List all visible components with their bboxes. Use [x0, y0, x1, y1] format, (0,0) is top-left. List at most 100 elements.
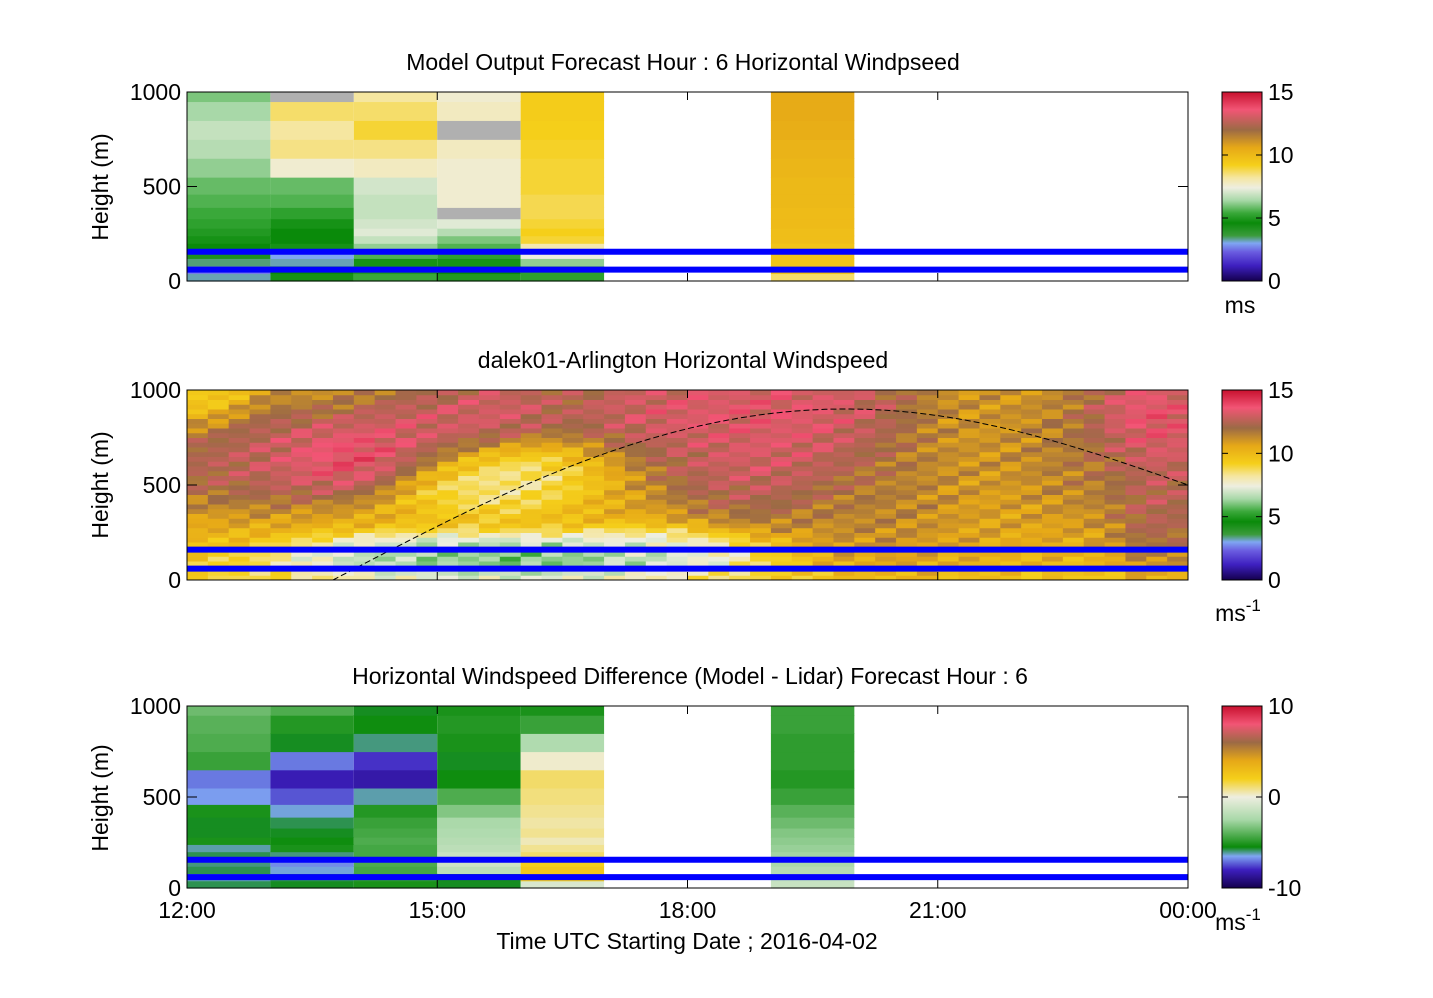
heatmap-cell — [291, 399, 313, 405]
heatmap-cell — [478, 499, 501, 505]
y-tick-label: 500 — [143, 174, 181, 200]
heatmap-cell — [729, 485, 751, 491]
heatmap-cell — [270, 523, 292, 529]
heatmap-cell — [499, 428, 522, 434]
heatmap-cell — [770, 207, 855, 220]
heatmap-cell — [312, 556, 334, 562]
heatmap-cell — [979, 570, 1001, 576]
heatmap-cell — [207, 428, 230, 434]
heatmap-cell — [624, 466, 647, 472]
heatmap-cell — [791, 394, 814, 400]
heatmap-cell — [1104, 499, 1126, 505]
heatmap-cell — [1062, 437, 1085, 443]
heatmap-cell — [770, 494, 793, 500]
heatmap-cell — [270, 537, 292, 543]
heatmap-cell — [1042, 556, 1064, 562]
heatmap-cell — [228, 489, 251, 495]
heatmap-cell — [833, 494, 855, 500]
heatmap-cell — [249, 575, 271, 581]
heatmap-cell — [833, 447, 855, 453]
heatmap-cell — [729, 413, 751, 419]
heatmap-cell — [291, 432, 313, 438]
heatmap-cell — [437, 218, 521, 229]
heatmap-cell — [353, 447, 376, 453]
heatmap-cell — [187, 561, 209, 567]
heatmap-cell — [666, 480, 688, 486]
heatmap-cell — [353, 504, 376, 510]
heatmap-cell — [708, 523, 730, 529]
heatmap-cell — [562, 532, 584, 538]
heatmap-cell — [854, 432, 876, 438]
heatmap-cell — [1083, 537, 1106, 543]
heatmap-cell — [1125, 537, 1147, 543]
heatmap-cell — [374, 523, 397, 529]
heatmap-cell — [750, 390, 772, 396]
heatmap-cell — [1083, 399, 1106, 405]
heatmap-cell — [207, 518, 230, 524]
heatmap-cell — [207, 466, 230, 472]
heatmap-cell — [687, 390, 709, 396]
heatmap-cell — [916, 423, 939, 429]
heatmap-cell — [312, 456, 334, 462]
heatmap-cell — [1021, 437, 1043, 443]
heatmap-cell — [187, 470, 209, 476]
heatmap-cell — [729, 418, 751, 424]
heatmap-cell — [1062, 532, 1085, 538]
heatmap-cell — [979, 409, 1001, 415]
heatmap-cell — [541, 461, 563, 467]
heatmap-cell — [312, 551, 334, 557]
heatmap-cell — [1167, 447, 1189, 453]
heatmap-cell — [875, 461, 897, 467]
heatmap-cell — [645, 570, 668, 576]
heatmap-cell — [979, 523, 1001, 529]
heatmap-cell — [1042, 475, 1064, 481]
heatmap-cell — [708, 532, 730, 538]
heatmap-cell — [437, 804, 521, 818]
heatmap-cell — [1083, 556, 1106, 562]
heatmap-cell — [270, 551, 292, 557]
heatmap-cell — [187, 751, 271, 771]
heatmap-cell — [812, 508, 834, 514]
heatmap-cell — [416, 480, 438, 486]
colorbar-tick-label: 0 — [1268, 784, 1281, 810]
heatmap-cell — [499, 575, 522, 581]
heatmap-cell — [228, 494, 251, 500]
heatmap-cell — [187, 432, 209, 438]
heatmap-cell — [1042, 423, 1064, 429]
heatmap-cell — [416, 537, 438, 543]
heatmap-cell — [270, 837, 354, 845]
colorbar-gradient — [1221, 705, 1263, 889]
heatmap-cell — [312, 561, 334, 567]
heatmap-cell — [645, 447, 668, 453]
heatmap-cell — [729, 542, 751, 548]
heatmap-cell — [750, 504, 772, 510]
heatmap-cell — [520, 228, 605, 237]
heatmap-cell — [499, 508, 522, 514]
heatmap-cell — [687, 508, 709, 514]
heatmap-cell — [854, 456, 876, 462]
heatmap-cell — [228, 575, 251, 581]
heatmap-cell — [875, 518, 897, 524]
heatmap-cell — [395, 466, 417, 472]
heatmap-cell — [687, 456, 709, 462]
heatmap-cell — [729, 480, 751, 486]
heatmap-cell — [833, 537, 855, 543]
heatmap-cell — [624, 432, 647, 438]
heatmap-cell — [1167, 518, 1189, 524]
heatmap-cell — [645, 518, 668, 524]
heatmap-cell — [541, 413, 563, 419]
heatmap-cell — [687, 437, 709, 443]
heatmap-cell — [729, 475, 751, 481]
heatmap-cell — [687, 470, 709, 476]
heatmap-cell — [1083, 523, 1106, 529]
heatmap-cell — [729, 428, 751, 434]
heatmap-cell — [270, 258, 354, 267]
heatmap-cell — [750, 523, 772, 529]
heatmap-cell — [1000, 409, 1022, 415]
heatmap-cell — [353, 706, 438, 716]
heatmap-cell — [770, 399, 793, 405]
heatmap-cell — [1167, 456, 1189, 462]
heatmap-cell — [1146, 470, 1168, 476]
heatmap-cell — [1000, 542, 1022, 548]
